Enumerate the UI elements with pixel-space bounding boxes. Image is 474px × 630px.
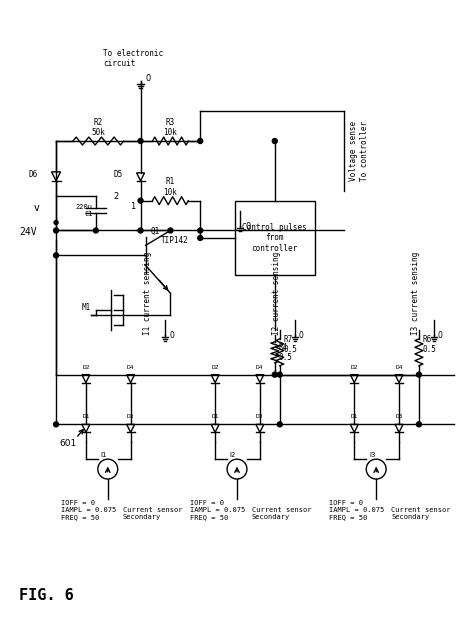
Circle shape: [138, 228, 143, 233]
Text: R2
50k: R2 50k: [91, 118, 105, 137]
Text: Q1: Q1: [151, 226, 160, 236]
Circle shape: [272, 372, 277, 377]
Text: Current sensor
Secondary: Current sensor Secondary: [123, 507, 182, 520]
Text: R1
10k: R1 10k: [164, 177, 177, 197]
Circle shape: [138, 198, 143, 203]
Text: R7
0.5: R7 0.5: [284, 335, 298, 354]
Text: D3: D3: [256, 415, 264, 420]
Text: 2: 2: [113, 192, 118, 201]
Text: 601: 601: [59, 439, 76, 448]
Circle shape: [277, 372, 282, 377]
Text: 0: 0: [169, 331, 174, 340]
Text: R3
10k: R3 10k: [164, 118, 177, 137]
Text: D3: D3: [127, 415, 134, 420]
Text: 0: 0: [438, 331, 443, 340]
Text: IOFF = 0
IAMPL = 0.075
FREQ = 50: IOFF = 0 IAMPL = 0.075 FREQ = 50: [329, 500, 385, 520]
Circle shape: [54, 220, 58, 224]
Text: Control pulses
from
controller: Control pulses from controller: [242, 223, 307, 253]
Text: R4
0.5: R4 0.5: [279, 343, 292, 362]
Text: D2: D2: [211, 365, 219, 370]
Text: IOFF = 0
IAMPL = 0.075
FREQ = 50: IOFF = 0 IAMPL = 0.075 FREQ = 50: [190, 500, 246, 520]
Text: I2 current sensing: I2 current sensing: [272, 251, 281, 335]
Circle shape: [168, 228, 173, 233]
Circle shape: [272, 139, 277, 144]
Text: D3: D3: [395, 415, 403, 420]
Text: 24V: 24V: [19, 227, 37, 238]
Text: D1: D1: [351, 415, 358, 420]
Circle shape: [417, 372, 421, 377]
Circle shape: [93, 228, 98, 233]
Text: To electronic
circuit: To electronic circuit: [103, 49, 163, 69]
Circle shape: [198, 228, 203, 233]
Text: I1 current sensing: I1 current sensing: [143, 251, 152, 335]
Text: D1: D1: [82, 415, 90, 420]
Circle shape: [54, 422, 59, 427]
Text: 1: 1: [130, 202, 135, 210]
Text: Voltage sense
To controller: Voltage sense To controller: [349, 121, 369, 181]
Circle shape: [138, 139, 143, 144]
Text: 0: 0: [246, 222, 251, 231]
Text: FIG. 6: FIG. 6: [19, 588, 74, 604]
Text: TIP142: TIP142: [161, 236, 188, 246]
Text: Current sensor
Secondary: Current sensor Secondary: [391, 507, 451, 520]
Text: I1: I1: [100, 452, 107, 458]
Text: 0: 0: [146, 74, 151, 83]
Text: D4: D4: [395, 365, 403, 370]
Text: I2: I2: [230, 452, 236, 458]
Text: M1: M1: [81, 303, 91, 312]
Text: D1: D1: [211, 415, 219, 420]
Text: D2: D2: [351, 365, 358, 370]
Text: D6: D6: [29, 170, 38, 179]
Text: I3 current sensing: I3 current sensing: [411, 251, 420, 335]
Circle shape: [198, 236, 203, 241]
Text: D5: D5: [113, 170, 123, 179]
Circle shape: [417, 422, 421, 427]
Circle shape: [198, 139, 203, 144]
Text: 220u
C1: 220u C1: [76, 204, 93, 217]
Circle shape: [54, 253, 59, 258]
Text: I3: I3: [369, 452, 375, 458]
Text: R6
0.5: R6 0.5: [423, 335, 437, 354]
Circle shape: [54, 228, 59, 233]
Text: D2: D2: [82, 365, 90, 370]
Text: 0: 0: [299, 331, 303, 340]
Text: D4: D4: [256, 365, 264, 370]
Text: D4: D4: [127, 365, 134, 370]
Bar: [235, 201, 315, 275]
Text: v: v: [33, 203, 39, 212]
Circle shape: [277, 422, 282, 427]
Text: Current sensor
Secondary: Current sensor Secondary: [252, 507, 311, 520]
Text: IOFF = 0
IAMPL = 0.075
FREQ = 50: IOFF = 0 IAMPL = 0.075 FREQ = 50: [61, 500, 116, 520]
